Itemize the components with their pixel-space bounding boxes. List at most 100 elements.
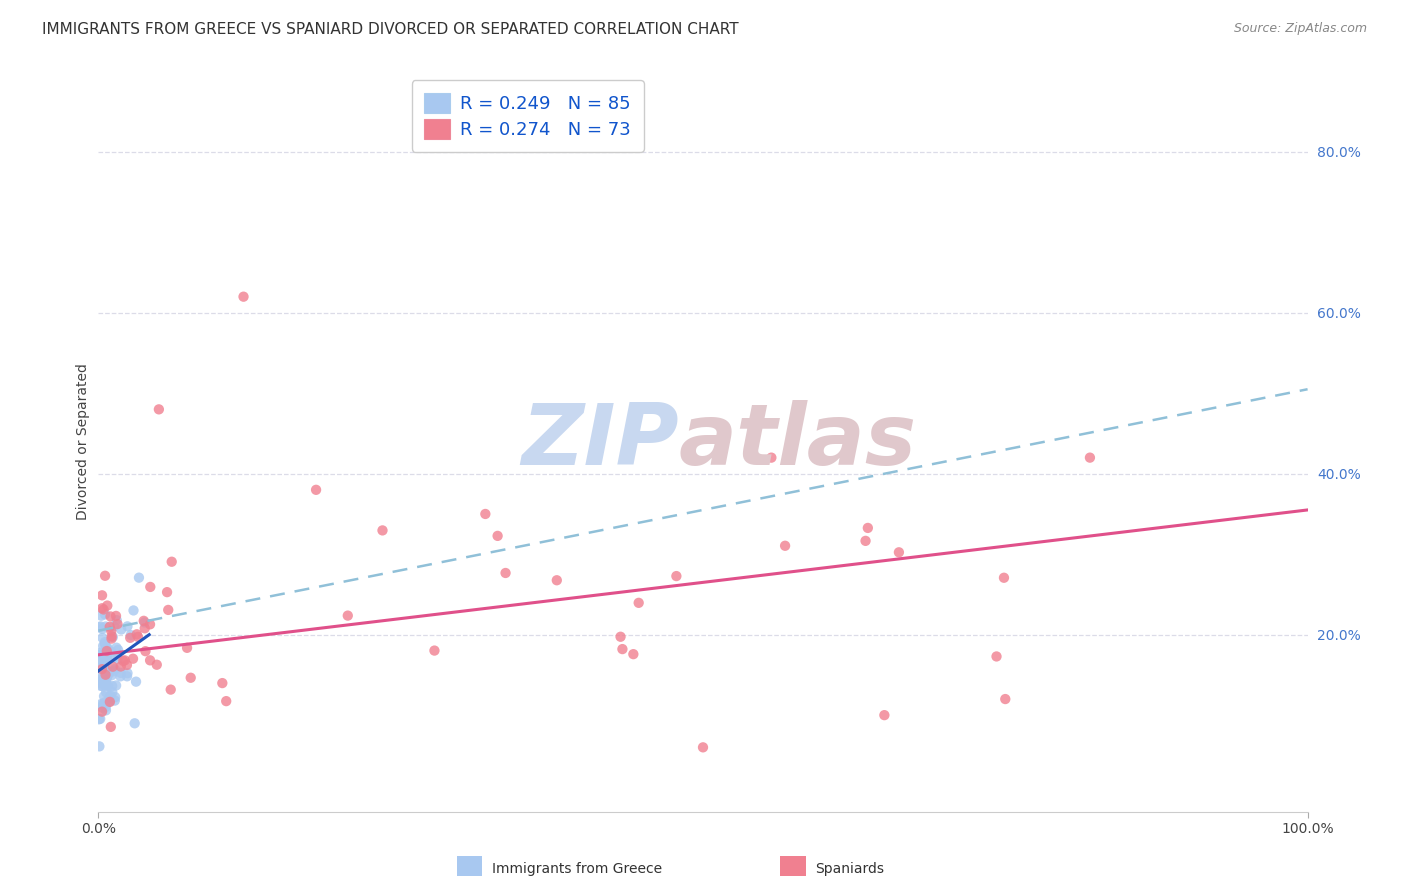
Point: [100, 689, 122, 703]
Point: [665, 569, 688, 583]
Point: [761, 450, 783, 465]
Point: [120, 631, 142, 645]
Point: [105, 678, 128, 692]
Point: [107, 617, 129, 632]
Point: [94, 673, 117, 688]
Text: ZIP: ZIP: [522, 400, 679, 483]
Point: [159, 682, 181, 697]
Point: [94, 667, 117, 681]
Point: [94, 637, 117, 651]
Point: [90, 661, 112, 675]
Point: [96, 599, 118, 613]
Point: [100, 632, 122, 646]
Point: [486, 529, 509, 543]
Text: atlas: atlas: [679, 400, 917, 483]
Point: [125, 627, 148, 641]
Point: [1078, 450, 1101, 465]
Point: [621, 647, 644, 661]
Y-axis label: Divorced or Separated: Divorced or Separated: [76, 363, 90, 520]
Point: [89, 652, 111, 666]
Point: [115, 669, 138, 683]
Point: [122, 651, 145, 665]
Point: [89, 712, 111, 726]
Point: [107, 643, 129, 657]
Point: [94, 607, 117, 622]
Point: [176, 640, 198, 655]
Point: [110, 665, 132, 680]
Point: [96, 644, 118, 658]
Point: [122, 603, 145, 617]
Point: [114, 653, 136, 667]
Point: [91, 700, 114, 714]
Point: [91, 662, 114, 676]
Point: [371, 524, 394, 538]
Point: [98, 695, 121, 709]
Point: [93, 677, 115, 691]
Point: [94, 700, 117, 714]
Point: [134, 615, 156, 630]
Point: [100, 609, 122, 624]
Point: [94, 568, 117, 582]
Point: [100, 624, 122, 639]
Point: [96, 649, 118, 664]
Point: [107, 652, 129, 666]
Point: [132, 614, 155, 628]
Point: [89, 739, 111, 754]
Point: [91, 631, 114, 645]
Point: [110, 669, 132, 683]
Point: [112, 654, 135, 668]
Point: [90, 619, 112, 633]
Point: [98, 695, 121, 709]
Point: [103, 619, 125, 633]
Point: [90, 672, 112, 686]
Text: IMMIGRANTS FROM GREECE VS SPANIARD DIVORCED OR SEPARATED CORRELATION CHART: IMMIGRANTS FROM GREECE VS SPANIARD DIVOR…: [42, 22, 738, 37]
Point: [93, 689, 115, 703]
Point: [211, 676, 233, 690]
Point: [546, 574, 568, 588]
Point: [91, 705, 114, 719]
Point: [91, 588, 114, 602]
Point: [94, 654, 117, 668]
Point: [215, 694, 238, 708]
Point: [91, 662, 114, 676]
Point: [124, 716, 146, 731]
Point: [104, 690, 127, 705]
Point: [96, 666, 118, 681]
Point: [98, 620, 121, 634]
Point: [117, 666, 139, 681]
Point: [101, 685, 124, 699]
Point: [89, 620, 111, 634]
Point: [96, 664, 118, 678]
Point: [90, 679, 112, 693]
Point: [128, 571, 150, 585]
Point: [100, 645, 122, 659]
Point: [104, 662, 127, 676]
Point: [93, 673, 115, 687]
Point: [101, 630, 124, 644]
Point: [146, 657, 169, 672]
Point: [986, 649, 1008, 664]
Point: [134, 644, 156, 658]
Point: [94, 655, 117, 669]
Point: [104, 693, 127, 707]
Point: [139, 617, 162, 632]
Point: [148, 402, 170, 417]
Point: [94, 703, 117, 717]
Point: [609, 630, 631, 644]
Point: [994, 692, 1017, 706]
Point: [423, 643, 446, 657]
Point: [94, 635, 117, 649]
Point: [115, 658, 138, 673]
Point: [139, 580, 162, 594]
Point: [157, 603, 180, 617]
Point: [89, 675, 111, 690]
Point: [692, 740, 714, 755]
Point: [94, 651, 117, 665]
Point: [101, 668, 124, 682]
Point: [94, 695, 117, 709]
Point: [232, 290, 254, 304]
Point: [93, 648, 115, 662]
Point: [87, 712, 110, 726]
Point: [180, 671, 202, 685]
Point: [87, 648, 110, 662]
